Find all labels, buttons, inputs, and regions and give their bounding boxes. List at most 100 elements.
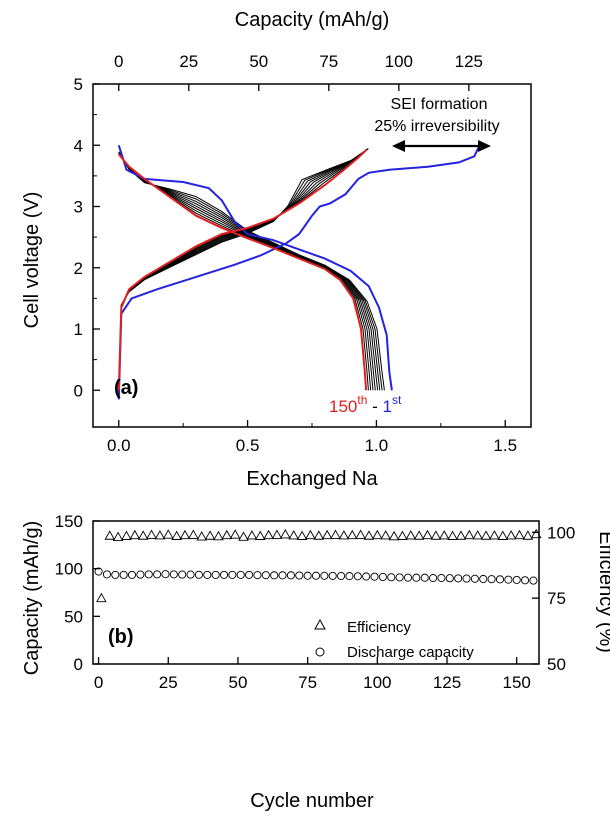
sei-arrow: [392, 140, 491, 152]
panel-a-ticks: 0.0 0.5 1.0 1.5 0 25 50 75 100 125 0 1 2 3 4 5: [74, 52, 518, 455]
efficiency-point: [246, 530, 258, 540]
efficiency-point: [137, 530, 149, 540]
discharge-capacity-point: [462, 574, 471, 583]
efficiency-point: [321, 529, 333, 540]
y-tick-label: 0: [74, 381, 83, 400]
efficiency-point: [438, 530, 450, 540]
discharge-capacity-point: [295, 571, 304, 580]
discharge-capacity-point: [337, 571, 346, 581]
b-y2-tick-label: 50: [547, 655, 566, 674]
efficiency-point: [422, 529, 433, 540]
b-x-tick-label: 50: [228, 673, 247, 692]
efficiency-point: [388, 530, 400, 541]
discharge-capacity-point: [119, 570, 128, 579]
b-y2-tick-label: 100: [547, 523, 575, 542]
efficiency-point: [129, 529, 141, 540]
b-x-tick-label: 25: [159, 673, 178, 692]
x2-tick-label: 25: [179, 52, 198, 71]
efficiency-point: [196, 531, 207, 541]
discharge-capacity-point: [429, 573, 438, 583]
discharge-capacity-point: [353, 572, 362, 581]
cycle-red-label: 150: [329, 397, 357, 416]
y-axis-title: Cell voltage (V): [21, 192, 43, 329]
legend-discharge-label: Discharge capacity: [347, 644, 474, 661]
discharge-capacity-point: [253, 571, 262, 580]
efficiency-point: [104, 530, 115, 540]
legend-discharge-marker: [315, 647, 325, 657]
efficiency-point: [112, 531, 124, 542]
discharge-capacity-point: [487, 575, 496, 584]
discharge-capacity-point: [420, 573, 429, 582]
panel-a-label: (a): [114, 377, 138, 399]
discharge-capacity-point: [454, 574, 463, 583]
b-y-tick-label: 0: [74, 655, 83, 674]
b-x-tick-label: 0: [94, 673, 103, 692]
discharge-capacity-point: [161, 570, 170, 579]
x-tick-label: 0.5: [236, 436, 260, 455]
efficiency-point: [455, 530, 467, 540]
discharge-capacity-point: [245, 570, 254, 579]
discharge-capacity-point: [303, 571, 312, 580]
discharge-capacity-point: [236, 570, 245, 579]
sei-label-line2: 25% irreversibility: [374, 118, 499, 135]
efficiency-point: [188, 529, 199, 539]
discharge-capacity-point: [403, 573, 413, 582]
cycle-red-sup: th: [357, 393, 367, 407]
discharge-capacity-point: [437, 573, 446, 583]
efficiency-point: [288, 530, 299, 540]
cycle-blue-label: 1: [383, 397, 392, 416]
efficiency-point: [346, 529, 358, 540]
efficiency-point: [146, 529, 157, 539]
discharge-capacity-point: [153, 570, 162, 579]
cycle-blue-sup: st: [392, 393, 402, 407]
efficiency-point: [229, 529, 241, 539]
b-y-tick-label: 100: [55, 560, 83, 579]
efficiency-point: [489, 530, 500, 540]
efficiency-point: [330, 529, 341, 539]
last-cycle-charge-curve: [117, 149, 367, 391]
discharge-capacity-point: [412, 573, 421, 582]
x-tick-label: 0.0: [107, 436, 131, 455]
b-y-tick-label: 50: [64, 607, 83, 626]
efficiency-point: [305, 529, 316, 540]
discharge-capacity-point: [311, 571, 321, 580]
efficiency-point: [96, 592, 107, 603]
efficiency-point: [204, 530, 216, 540]
cycle-range-label: 150th - 1st: [329, 393, 402, 416]
efficiency-point: [405, 530, 417, 540]
discharge-capacity-point: [211, 570, 220, 579]
discharge-capacity-point: [203, 570, 212, 579]
efficiency-point: [213, 530, 224, 541]
discharge-capacity-point: [479, 574, 488, 584]
efficiency-point: [397, 530, 408, 540]
panel-b-points: [94, 528, 542, 603]
discharge-capacity-point: [102, 570, 111, 579]
legend-efficiency-marker: [314, 618, 326, 630]
panel-a-frame: [92, 83, 532, 428]
x-axis-title: Exchanged Na: [246, 468, 378, 490]
efficiency-point: [221, 529, 233, 540]
discharge-capacity-point: [378, 572, 387, 582]
efficiency-point: [413, 530, 425, 540]
x2-tick-label: 100: [385, 52, 413, 71]
efficiency-point: [372, 529, 383, 540]
discharge-capacity-point: [127, 570, 137, 579]
discharge-capacity-point: [270, 571, 279, 580]
discharge-capacity-point: [286, 571, 295, 580]
discharge-capacity-point: [328, 571, 337, 580]
panel-b: Cycle number Capacity (mAh/g) Efficiency…: [21, 512, 610, 812]
efficiency-point: [179, 529, 191, 540]
efficiency-point: [254, 530, 266, 540]
panel-b-ticks: 0 25 50 75 100 125 150 0 50 100 150 50 75 100: [55, 512, 576, 692]
efficiency-point: [154, 530, 166, 540]
b-y2-axis-title: Efficiency (%): [595, 531, 610, 653]
last-cycle-discharge-curve: [118, 153, 368, 391]
b-y2-tick-label: 75: [547, 589, 566, 608]
efficiency-point: [522, 530, 534, 540]
b-x-tick-label: 125: [433, 673, 461, 692]
x2-axis-title: Capacity (mAh/g): [235, 9, 390, 31]
efficiency-point: [363, 530, 375, 540]
efficiency-point: [472, 530, 483, 540]
efficiency-point: [430, 530, 442, 540]
x-tick-label: 1.0: [365, 436, 389, 455]
